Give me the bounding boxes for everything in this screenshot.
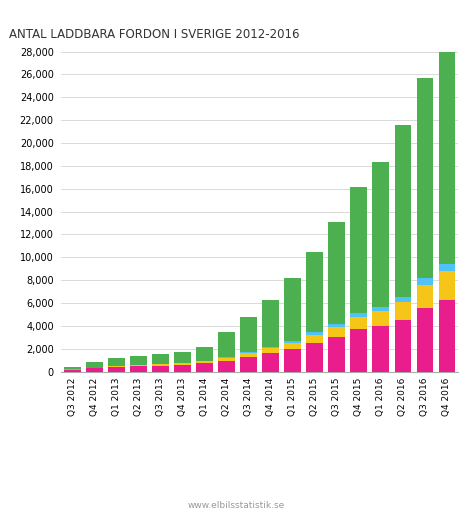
Bar [108, 366, 125, 367]
Bar [262, 348, 279, 353]
Bar [240, 317, 257, 352]
Bar [306, 335, 323, 343]
Bar [218, 332, 235, 357]
Bar [64, 367, 81, 369]
Bar [438, 299, 455, 372]
Bar [416, 285, 433, 308]
Bar [174, 365, 191, 372]
Bar [262, 300, 279, 347]
Text: ANTAL LADDBARA FORDON I SVERIGE 2012-2016: ANTAL LADDBARA FORDON I SVERIGE 2012-201… [9, 28, 300, 41]
Bar [438, 271, 455, 299]
Bar [329, 324, 345, 327]
Bar [130, 366, 147, 372]
Bar [395, 297, 411, 302]
Bar [196, 363, 213, 372]
Bar [262, 347, 279, 348]
Bar [416, 279, 433, 285]
Bar [284, 349, 301, 372]
Bar [108, 367, 125, 372]
Bar [306, 252, 323, 332]
Bar [174, 352, 191, 363]
Bar [372, 326, 389, 372]
Bar [350, 187, 367, 313]
Bar [130, 365, 147, 366]
Bar [306, 343, 323, 372]
Bar [152, 364, 169, 365]
Bar [438, 264, 455, 271]
Bar [395, 125, 411, 297]
Bar [64, 370, 81, 372]
Bar [240, 357, 257, 372]
Bar [416, 308, 433, 372]
Bar [329, 222, 345, 324]
Bar [284, 341, 301, 343]
Bar [152, 365, 169, 372]
Bar [372, 311, 389, 326]
Bar [350, 329, 367, 372]
Text: www.elbilsstatistik.se: www.elbilsstatistik.se [187, 501, 285, 510]
Bar [438, 35, 455, 264]
Bar [174, 363, 191, 365]
Bar [395, 320, 411, 372]
Bar [329, 337, 345, 372]
Bar [86, 368, 103, 372]
Bar [350, 313, 367, 317]
Bar [218, 361, 235, 372]
Bar [372, 307, 389, 311]
Bar [196, 361, 213, 363]
Bar [152, 354, 169, 364]
Bar [284, 279, 301, 341]
Bar [218, 358, 235, 361]
Bar [395, 302, 411, 320]
Bar [284, 343, 301, 349]
Bar [130, 356, 147, 365]
Bar [372, 162, 389, 307]
Bar [306, 332, 323, 335]
Bar [350, 317, 367, 329]
Bar [416, 78, 433, 279]
Bar [262, 353, 279, 372]
Bar [108, 358, 125, 366]
Bar [196, 347, 213, 361]
Bar [329, 327, 345, 337]
Bar [86, 363, 103, 367]
Bar [240, 352, 257, 353]
Bar [240, 353, 257, 357]
Bar [218, 357, 235, 358]
